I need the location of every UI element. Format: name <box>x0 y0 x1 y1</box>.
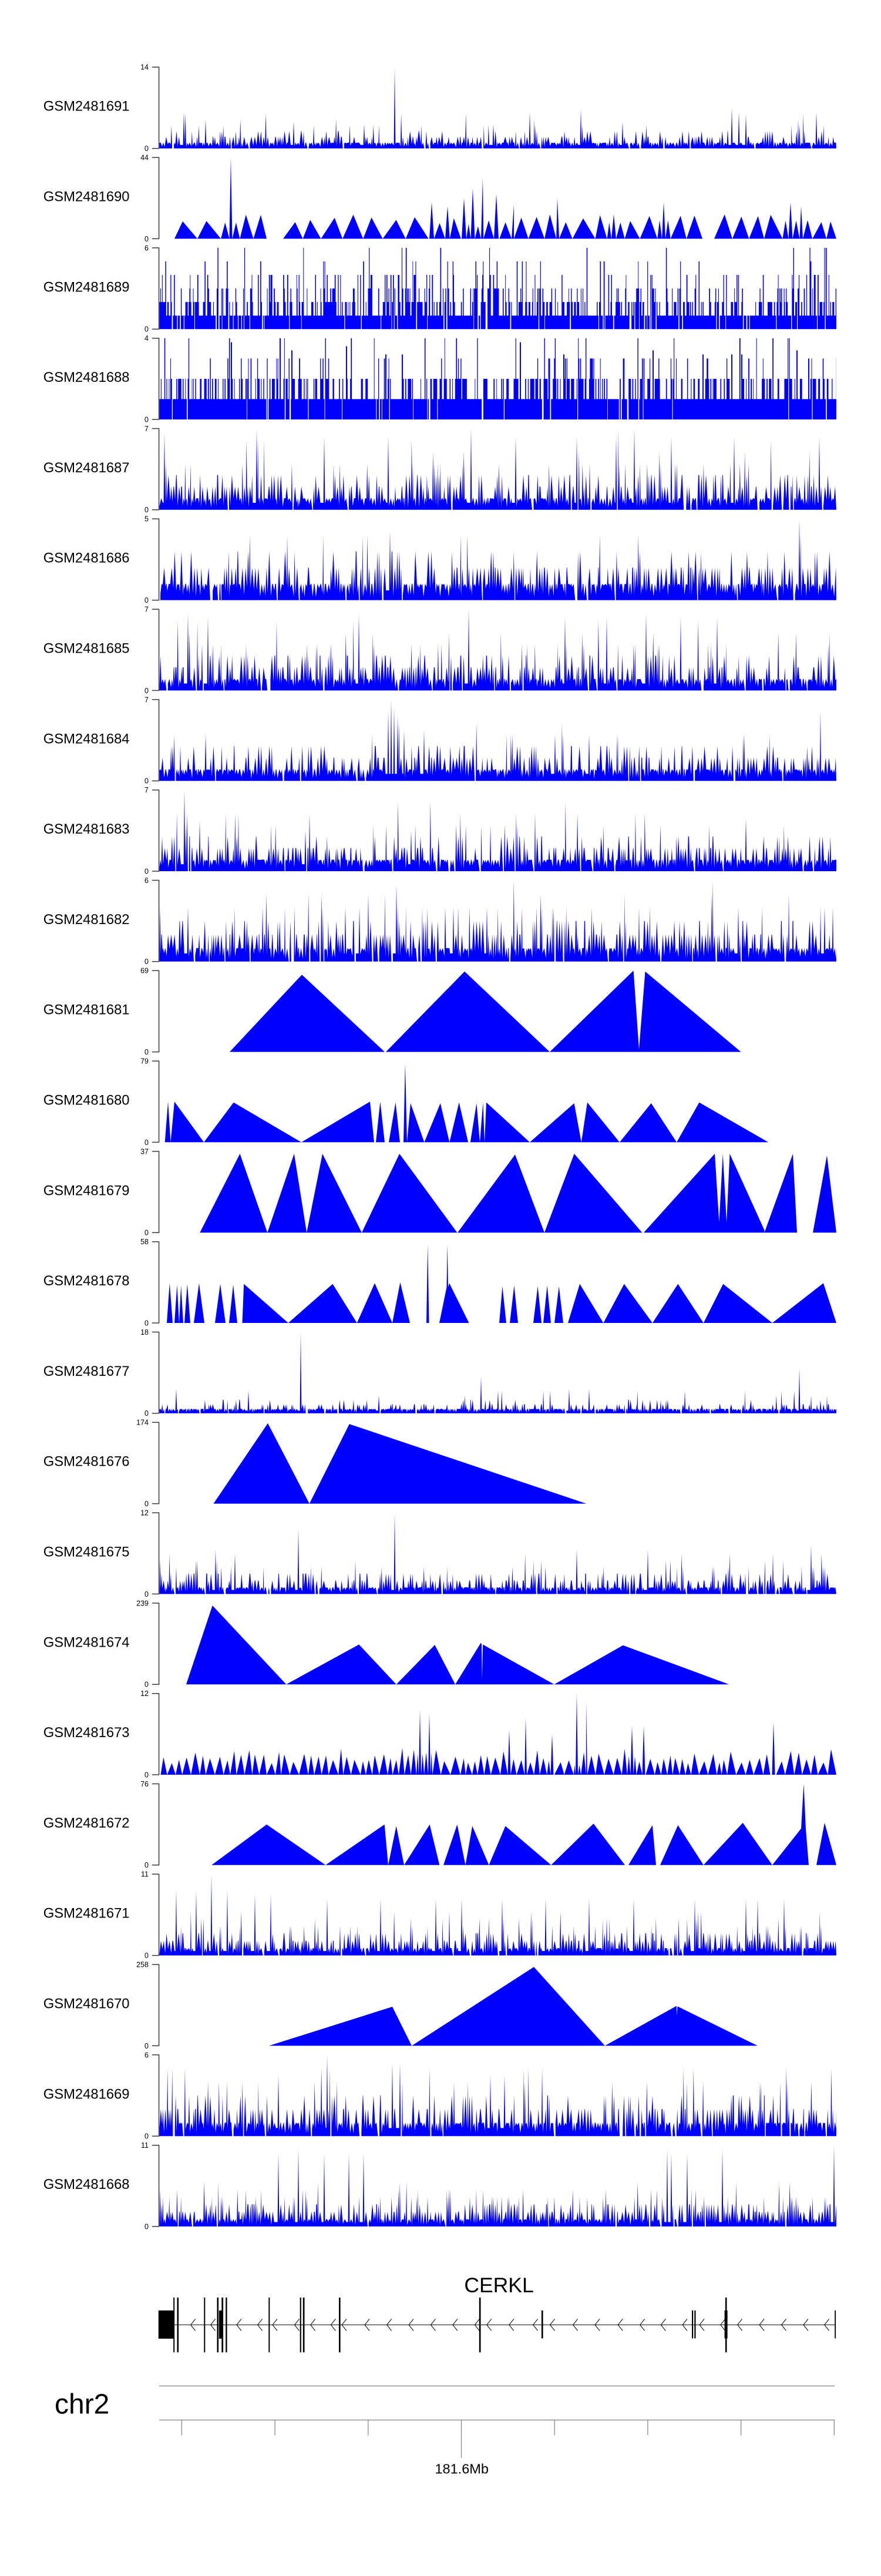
svg-text:58: 58 <box>140 1238 149 1246</box>
svg-text:14: 14 <box>140 63 149 72</box>
svg-text:GSM2481691: GSM2481691 <box>43 99 130 115</box>
svg-text:GSM2481685: GSM2481685 <box>43 641 130 657</box>
svg-text:6: 6 <box>144 2051 149 2059</box>
svg-text:0: 0 <box>144 145 149 153</box>
svg-text:GSM2481688: GSM2481688 <box>43 370 130 385</box>
svg-text:GSM2481679: GSM2481679 <box>43 1183 130 1198</box>
svg-text:GSM2481689: GSM2481689 <box>43 279 130 295</box>
svg-text:GSM2481677: GSM2481677 <box>43 1363 130 1379</box>
svg-text:CERKL: CERKL <box>464 2273 533 2297</box>
svg-text:GSM2481690: GSM2481690 <box>43 189 130 204</box>
svg-text:12: 12 <box>140 1690 149 1698</box>
svg-text:76: 76 <box>140 1780 149 1788</box>
svg-text:GSM2481675: GSM2481675 <box>43 1544 130 1560</box>
svg-text:0: 0 <box>144 415 149 424</box>
svg-text:7: 7 <box>144 425 149 433</box>
svg-text:69: 69 <box>140 967 149 975</box>
svg-text:0: 0 <box>144 2132 149 2141</box>
svg-text:0: 0 <box>144 1681 149 1689</box>
svg-text:0: 0 <box>144 687 149 695</box>
svg-text:GSM2481673: GSM2481673 <box>43 1725 130 1741</box>
svg-text:0: 0 <box>144 1861 149 1869</box>
svg-text:0: 0 <box>144 2042 149 2050</box>
svg-text:44: 44 <box>140 154 149 162</box>
svg-text:18: 18 <box>140 1328 149 1336</box>
svg-text:0: 0 <box>144 325 149 334</box>
svg-text:0: 0 <box>144 596 149 604</box>
svg-text:GSM2481676: GSM2481676 <box>43 1454 130 1470</box>
svg-text:0: 0 <box>144 1409 149 1418</box>
svg-text:GSM2481683: GSM2481683 <box>43 821 130 837</box>
svg-text:7: 7 <box>144 606 149 614</box>
svg-text:0: 0 <box>144 958 149 966</box>
svg-text:0: 0 <box>144 777 149 785</box>
svg-text:chr2: chr2 <box>55 2389 109 2420</box>
svg-text:0: 0 <box>144 1138 149 1147</box>
svg-text:GSM2481671: GSM2481671 <box>43 1906 130 1922</box>
svg-text:0: 0 <box>144 1229 149 1237</box>
svg-text:0: 0 <box>144 235 149 243</box>
svg-text:7: 7 <box>144 786 149 794</box>
svg-text:0: 0 <box>144 867 149 875</box>
svg-text:6: 6 <box>144 876 149 885</box>
svg-text:GSM2481674: GSM2481674 <box>43 1634 130 1650</box>
svg-text:GSM2481668: GSM2481668 <box>43 2177 130 2192</box>
svg-text:6: 6 <box>144 244 149 252</box>
svg-text:12: 12 <box>140 1509 149 1517</box>
svg-text:174: 174 <box>136 1419 149 1427</box>
svg-text:258: 258 <box>136 1961 149 1969</box>
svg-text:0: 0 <box>144 1952 149 1960</box>
svg-text:GSM2481681: GSM2481681 <box>43 1002 130 1018</box>
svg-text:0: 0 <box>144 1590 149 1598</box>
svg-text:GSM2481678: GSM2481678 <box>43 1273 130 1289</box>
svg-text:0: 0 <box>144 1771 149 1779</box>
svg-text:7: 7 <box>144 696 149 704</box>
svg-text:GSM2481672: GSM2481672 <box>43 1815 130 1831</box>
svg-text:0: 0 <box>144 1048 149 1056</box>
svg-text:0: 0 <box>144 1500 149 1508</box>
svg-text:37: 37 <box>140 1147 149 1156</box>
svg-text:5: 5 <box>144 515 149 523</box>
svg-text:0: 0 <box>144 1319 149 1327</box>
svg-text:4: 4 <box>144 334 149 342</box>
svg-text:GSM2481684: GSM2481684 <box>43 731 130 747</box>
svg-text:0: 0 <box>144 2222 149 2231</box>
svg-text:GSM2481687: GSM2481687 <box>43 460 130 476</box>
svg-text:79: 79 <box>140 1057 149 1066</box>
svg-text:181.6Mb: 181.6Mb <box>435 2461 488 2477</box>
svg-text:11: 11 <box>141 1870 149 1879</box>
svg-text:GSM2481669: GSM2481669 <box>43 2086 130 2102</box>
svg-text:11: 11 <box>141 2141 149 2150</box>
svg-text:0: 0 <box>144 506 149 514</box>
svg-text:239: 239 <box>136 1599 149 1607</box>
svg-text:GSM2481680: GSM2481680 <box>43 1093 130 1109</box>
svg-text:GSM2481686: GSM2481686 <box>43 550 130 566</box>
svg-text:GSM2481670: GSM2481670 <box>43 1996 130 2012</box>
svg-text:GSM2481682: GSM2481682 <box>43 912 130 928</box>
